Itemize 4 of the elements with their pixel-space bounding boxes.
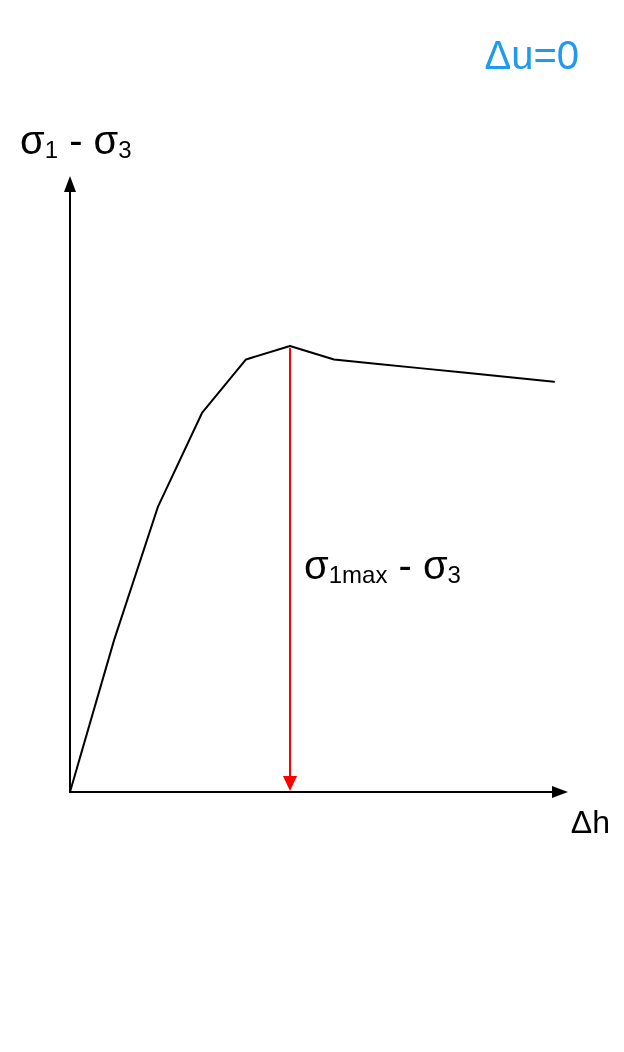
x-axis-title: Δh (570, 804, 610, 840)
chart-title: Δu=0 (484, 33, 580, 77)
y-axis-title: σ1 - σ3 (20, 118, 132, 163)
annotation: σ1max - σ3 (304, 543, 461, 588)
